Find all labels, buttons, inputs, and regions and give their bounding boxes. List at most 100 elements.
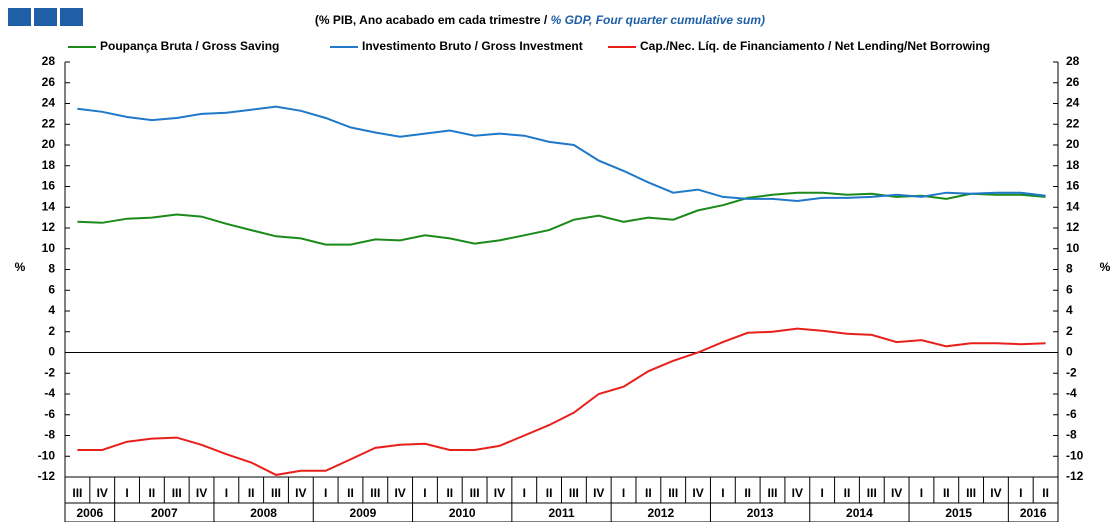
y-tick-label: 2 <box>48 324 55 338</box>
y-tick-label: -10 <box>38 448 56 462</box>
y-tick-label: 22 <box>42 116 56 130</box>
y2-tick-label: -4 <box>1066 386 1077 400</box>
x-tick-label: II <box>645 486 652 500</box>
y2-tick-label: 12 <box>1066 220 1080 234</box>
y-tick-label: 14 <box>42 199 56 213</box>
y2-tick-label: 8 <box>1066 262 1073 276</box>
y-tick-label: 26 <box>42 75 56 89</box>
y2-tick-label: 26 <box>1066 75 1080 89</box>
x-tick-label: I <box>920 486 923 500</box>
x-tick-label: IV <box>196 486 207 500</box>
x-tick-label: II <box>347 486 354 500</box>
x-tick-label: IV <box>792 486 803 500</box>
chart-title: (% PIB, Ano acabado em cada trimestre / … <box>315 13 765 27</box>
x-tick-label: III <box>470 486 480 500</box>
title-pt: (% PIB, Ano acabado em cada trimestre / <box>315 13 548 27</box>
y2-tick-label: 6 <box>1066 282 1073 296</box>
x-tick-label: IV <box>494 486 505 500</box>
year-label: 2016 <box>1020 506 1047 520</box>
x-tick-label: I <box>125 486 128 500</box>
x-tick-label: IV <box>97 486 108 500</box>
y-tick-label: 6 <box>48 282 55 296</box>
y2-tick-label: -2 <box>1066 365 1077 379</box>
x-tick-label: II <box>744 486 751 500</box>
x-tick-label: I <box>324 486 327 500</box>
x-tick-label: III <box>370 486 380 500</box>
y-tick-label: -4 <box>44 386 55 400</box>
x-tick-label: I <box>721 486 724 500</box>
logo-block <box>60 8 83 26</box>
year-label: 2009 <box>350 506 377 520</box>
x-tick-label: IV <box>692 486 703 500</box>
year-label: 2013 <box>747 506 774 520</box>
y-tick-label: -6 <box>44 407 55 421</box>
title-en: % GDP, Four quarter cumulative sum) <box>551 13 766 27</box>
x-tick-label: I <box>423 486 426 500</box>
year-label: 2006 <box>76 506 103 520</box>
y2-tick-label: 2 <box>1066 324 1073 338</box>
x-tick-label: IV <box>295 486 306 500</box>
x-tick-label: I <box>523 486 526 500</box>
x-tick-label: II <box>1042 486 1049 500</box>
y-tick-label: 28 <box>42 54 56 68</box>
series-line <box>77 327 1046 476</box>
y2-tick-label: 24 <box>1066 96 1080 110</box>
x-tick-label: III <box>72 486 82 500</box>
y2-tick-label: -8 <box>1066 428 1077 442</box>
y-axis-label: % <box>15 260 26 274</box>
x-tick-label: I <box>820 486 823 500</box>
y2-tick-label: 10 <box>1066 241 1080 255</box>
x-tick-label: II <box>943 486 950 500</box>
logo-block <box>34 8 57 26</box>
y2-tick-label: 28 <box>1066 54 1080 68</box>
x-tick-label: II <box>149 486 156 500</box>
x-tick-label: IV <box>593 486 604 500</box>
y2-tick-label: 22 <box>1066 116 1080 130</box>
x-tick-label: III <box>768 486 778 500</box>
x-tick-label: III <box>966 486 976 500</box>
x-tick-label: III <box>271 486 281 500</box>
y2-tick-label: 18 <box>1066 158 1080 172</box>
x-tick-label: IV <box>394 486 405 500</box>
x-tick-label: II <box>446 486 453 500</box>
y2-tick-label: 0 <box>1066 345 1073 359</box>
y2-tick-label: 20 <box>1066 137 1080 151</box>
legend-label: Investimento Bruto / Gross Investment <box>362 39 583 53</box>
y-tick-label: 20 <box>42 137 56 151</box>
year-label: 2007 <box>151 506 178 520</box>
y2-tick-label: -12 <box>1066 469 1084 483</box>
y-tick-label: 18 <box>42 158 56 172</box>
y-tick-label: 24 <box>42 96 56 110</box>
y2-tick-label: 4 <box>1066 303 1073 317</box>
x-tick-label: IV <box>990 486 1001 500</box>
y2-tick-label: -6 <box>1066 407 1077 421</box>
legend-label: Poupança Bruta / Gross Saving <box>100 39 279 53</box>
year-label: 2012 <box>647 506 674 520</box>
x-tick-label: IV <box>891 486 902 500</box>
y2-tick-label: -10 <box>1066 448 1084 462</box>
x-tick-label: II <box>248 486 255 500</box>
year-label: 2015 <box>945 506 972 520</box>
y-tick-label: -12 <box>38 469 56 483</box>
y-tick-label: -2 <box>44 365 55 379</box>
x-tick-label: I <box>1019 486 1022 500</box>
y2-tick-label: 14 <box>1066 199 1080 213</box>
year-label: 2010 <box>449 506 476 520</box>
x-tick-label: II <box>546 486 553 500</box>
x-tick-label: III <box>172 486 182 500</box>
y-tick-label: 4 <box>48 303 55 317</box>
y-tick-label: 0 <box>48 345 55 359</box>
legend-label: Cap./Nec. Líq. de Financiamento / Net Le… <box>640 39 990 53</box>
y-tick-label: 12 <box>42 220 56 234</box>
y-tick-label: 8 <box>48 262 55 276</box>
y-tick-label: -8 <box>44 428 55 442</box>
logo-block <box>8 8 31 26</box>
y2-axis-label: % <box>1100 260 1111 274</box>
x-tick-label: II <box>844 486 851 500</box>
year-label: 2011 <box>548 506 574 520</box>
year-label: 2014 <box>846 506 873 520</box>
y-tick-label: 16 <box>42 179 56 193</box>
series-line <box>77 191 1046 246</box>
series-line <box>77 105 1046 203</box>
